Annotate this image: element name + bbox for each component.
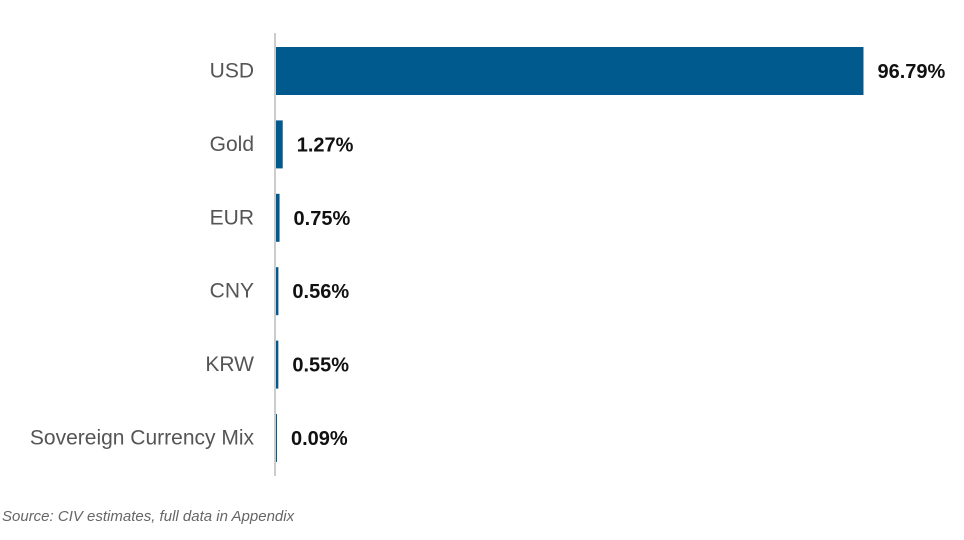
source-note: Source: CIV estimates, full data in Appe… xyxy=(2,508,295,525)
value-label-sovereign-currency-mix: 0.09% xyxy=(291,428,348,450)
category-label-krw: KRW xyxy=(205,353,254,376)
category-label-eur: EUR xyxy=(210,206,254,229)
value-labels: 96.79% 1.27% 0.75% 0.56% 0.55% 0.09% xyxy=(291,61,946,450)
category-label-gold: Gold xyxy=(210,133,254,156)
bars-group xyxy=(275,47,864,462)
category-label-sovereign-currency-mix: Sovereign Currency Mix xyxy=(30,427,255,450)
value-label-usd: 96.79% xyxy=(877,61,945,83)
category-label-usd: USD xyxy=(210,60,254,83)
bar-eur xyxy=(275,193,280,242)
bar-usd xyxy=(275,47,864,95)
value-label-krw: 0.55% xyxy=(292,355,349,377)
bar-cny xyxy=(275,267,279,316)
bar-krw xyxy=(275,340,279,389)
category-label-cny: CNY xyxy=(210,280,254,303)
value-label-eur: 0.75% xyxy=(294,208,351,230)
category-labels: USD Gold EUR CNY KRW Sovereign Currency Mix xyxy=(30,60,255,450)
value-label-gold: 1.27% xyxy=(297,134,354,156)
bar-gold xyxy=(275,120,283,169)
value-label-cny: 0.56% xyxy=(292,281,349,303)
